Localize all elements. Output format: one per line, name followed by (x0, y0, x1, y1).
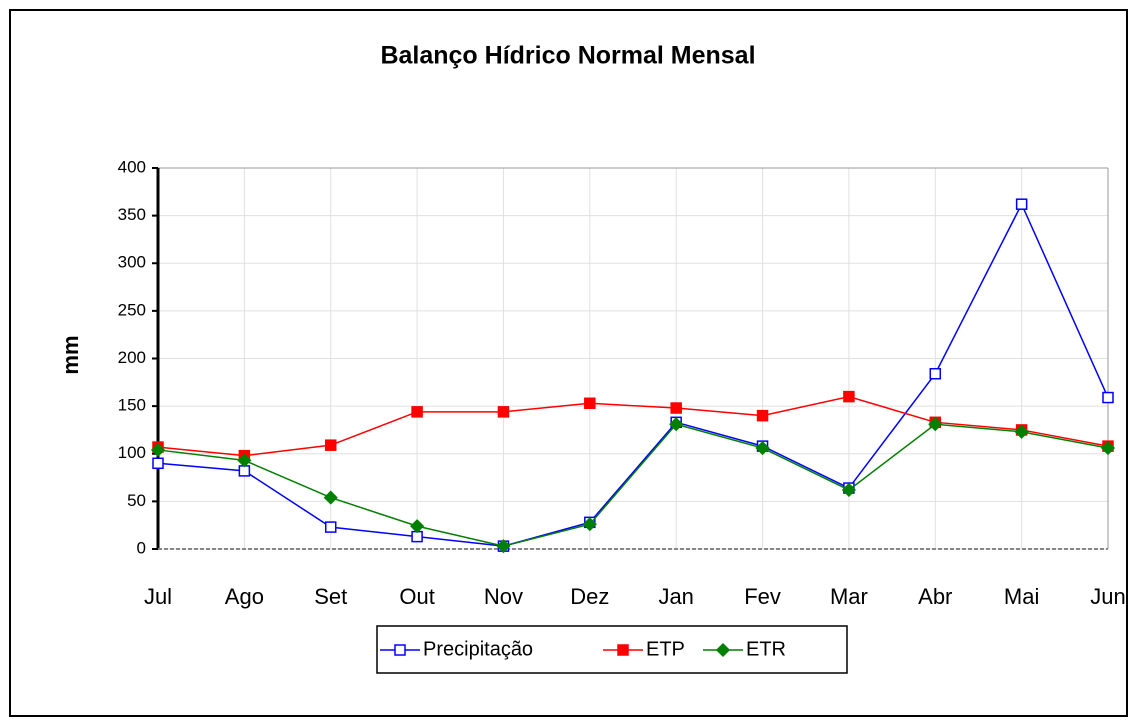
legend-label: ETR (746, 638, 786, 660)
point (582, 517, 597, 532)
series-line (157, 423, 1109, 547)
y-tick-label: 100 (118, 443, 146, 462)
x-tick-label: Dez (570, 584, 609, 609)
point (411, 406, 423, 418)
chart-title: Balanço Hídrico Normal Mensal (380, 42, 755, 70)
point (324, 439, 337, 451)
legend-label: ETP (646, 638, 685, 660)
x-tick-label: Fev (744, 584, 781, 609)
y-tick-label: 250 (118, 300, 146, 319)
series-line (157, 395, 1109, 457)
y-tick-label: 150 (118, 396, 146, 415)
y-axis-label: mm (58, 335, 83, 374)
legend-marker (617, 644, 629, 656)
point (669, 417, 684, 432)
point (496, 539, 511, 554)
x-tick-label: Jun (1090, 584, 1125, 609)
x-tick-label: Mai (1004, 584, 1039, 609)
point (324, 521, 337, 533)
y-tick-label: 0 (137, 538, 146, 557)
x-tick-label: Jan (658, 584, 693, 609)
point (237, 453, 252, 468)
x-tick-label: Nov (484, 584, 523, 609)
x-tick-label: Ago (225, 584, 264, 609)
point (841, 482, 856, 498)
y-tick-label: 300 (118, 253, 146, 272)
point (323, 490, 338, 505)
point (1014, 424, 1029, 439)
point (1100, 440, 1116, 456)
point (670, 402, 682, 414)
legend-marker (715, 642, 731, 658)
legend-marker (394, 644, 406, 656)
point (410, 519, 425, 534)
legend-label: Precipitação (423, 638, 533, 660)
point (497, 406, 510, 418)
series-line (157, 202, 1109, 547)
point (843, 390, 855, 403)
point (755, 440, 770, 456)
y-tick-label: 50 (127, 491, 146, 510)
x-tick-label: Jul (144, 584, 172, 609)
x-tick-label: Set (314, 584, 347, 609)
point (929, 367, 942, 380)
point (584, 397, 596, 410)
x-tick-label: Abr (918, 584, 952, 609)
y-tick-label: 350 (118, 205, 146, 224)
point (928, 417, 943, 432)
point (152, 457, 164, 470)
point (756, 409, 769, 422)
x-tick-label: Mar (830, 584, 868, 609)
point (1015, 198, 1028, 210)
y-tick-label: 200 (118, 348, 146, 367)
x-tick-label: Out (399, 584, 434, 609)
point (150, 442, 166, 458)
chart-frame (9, 9, 1128, 717)
y-tick-label: 400 (118, 157, 146, 176)
point (1102, 391, 1114, 404)
